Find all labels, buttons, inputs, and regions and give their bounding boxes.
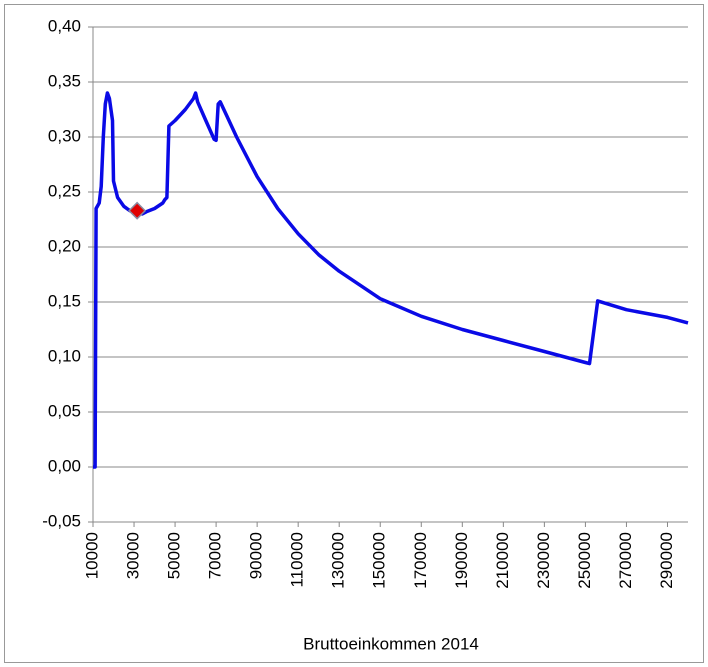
y-tick-label: 0,15 (48, 291, 81, 310)
y-tick-label: 0,35 (48, 71, 81, 90)
highlight-marker (128, 201, 147, 220)
x-tick-label: 110000 (288, 532, 307, 587)
y-tick-label: 0,00 (48, 456, 81, 475)
x-tick-label: 70000 (206, 532, 225, 579)
y-tick-label: 0,05 (48, 401, 81, 420)
x-axis-title: Bruttoeinkommen 2014 (303, 634, 479, 653)
x-tick-label: 250000 (575, 532, 594, 589)
x-tick-label: 30000 (124, 532, 143, 579)
y-tick-label: 0,10 (48, 346, 81, 365)
y-tick-label: 0,20 (48, 236, 81, 255)
x-tick-label: 230000 (534, 532, 553, 589)
chart-border (4, 4, 704, 663)
x-tick-label: 270000 (616, 532, 635, 589)
x-tick-label: 10000 (82, 532, 101, 579)
y-tick-label: 0,30 (48, 126, 81, 145)
y-tick-label: 0,25 (48, 181, 81, 200)
x-tick-label: 150000 (370, 532, 389, 589)
y-tick-label: 0,40 (48, 16, 81, 35)
x-tick-label: 190000 (452, 532, 471, 589)
x-tick-label: 170000 (411, 532, 430, 589)
x-tick-label: 50000 (165, 532, 184, 579)
x-tick-label: 210000 (493, 532, 512, 589)
y-tick-label: -0,05 (42, 511, 81, 530)
x-tick-label: 290000 (657, 532, 676, 589)
line (93, 91, 689, 469)
x-tick-label: 90000 (247, 532, 266, 579)
x-tick-label: 130000 (329, 532, 348, 589)
